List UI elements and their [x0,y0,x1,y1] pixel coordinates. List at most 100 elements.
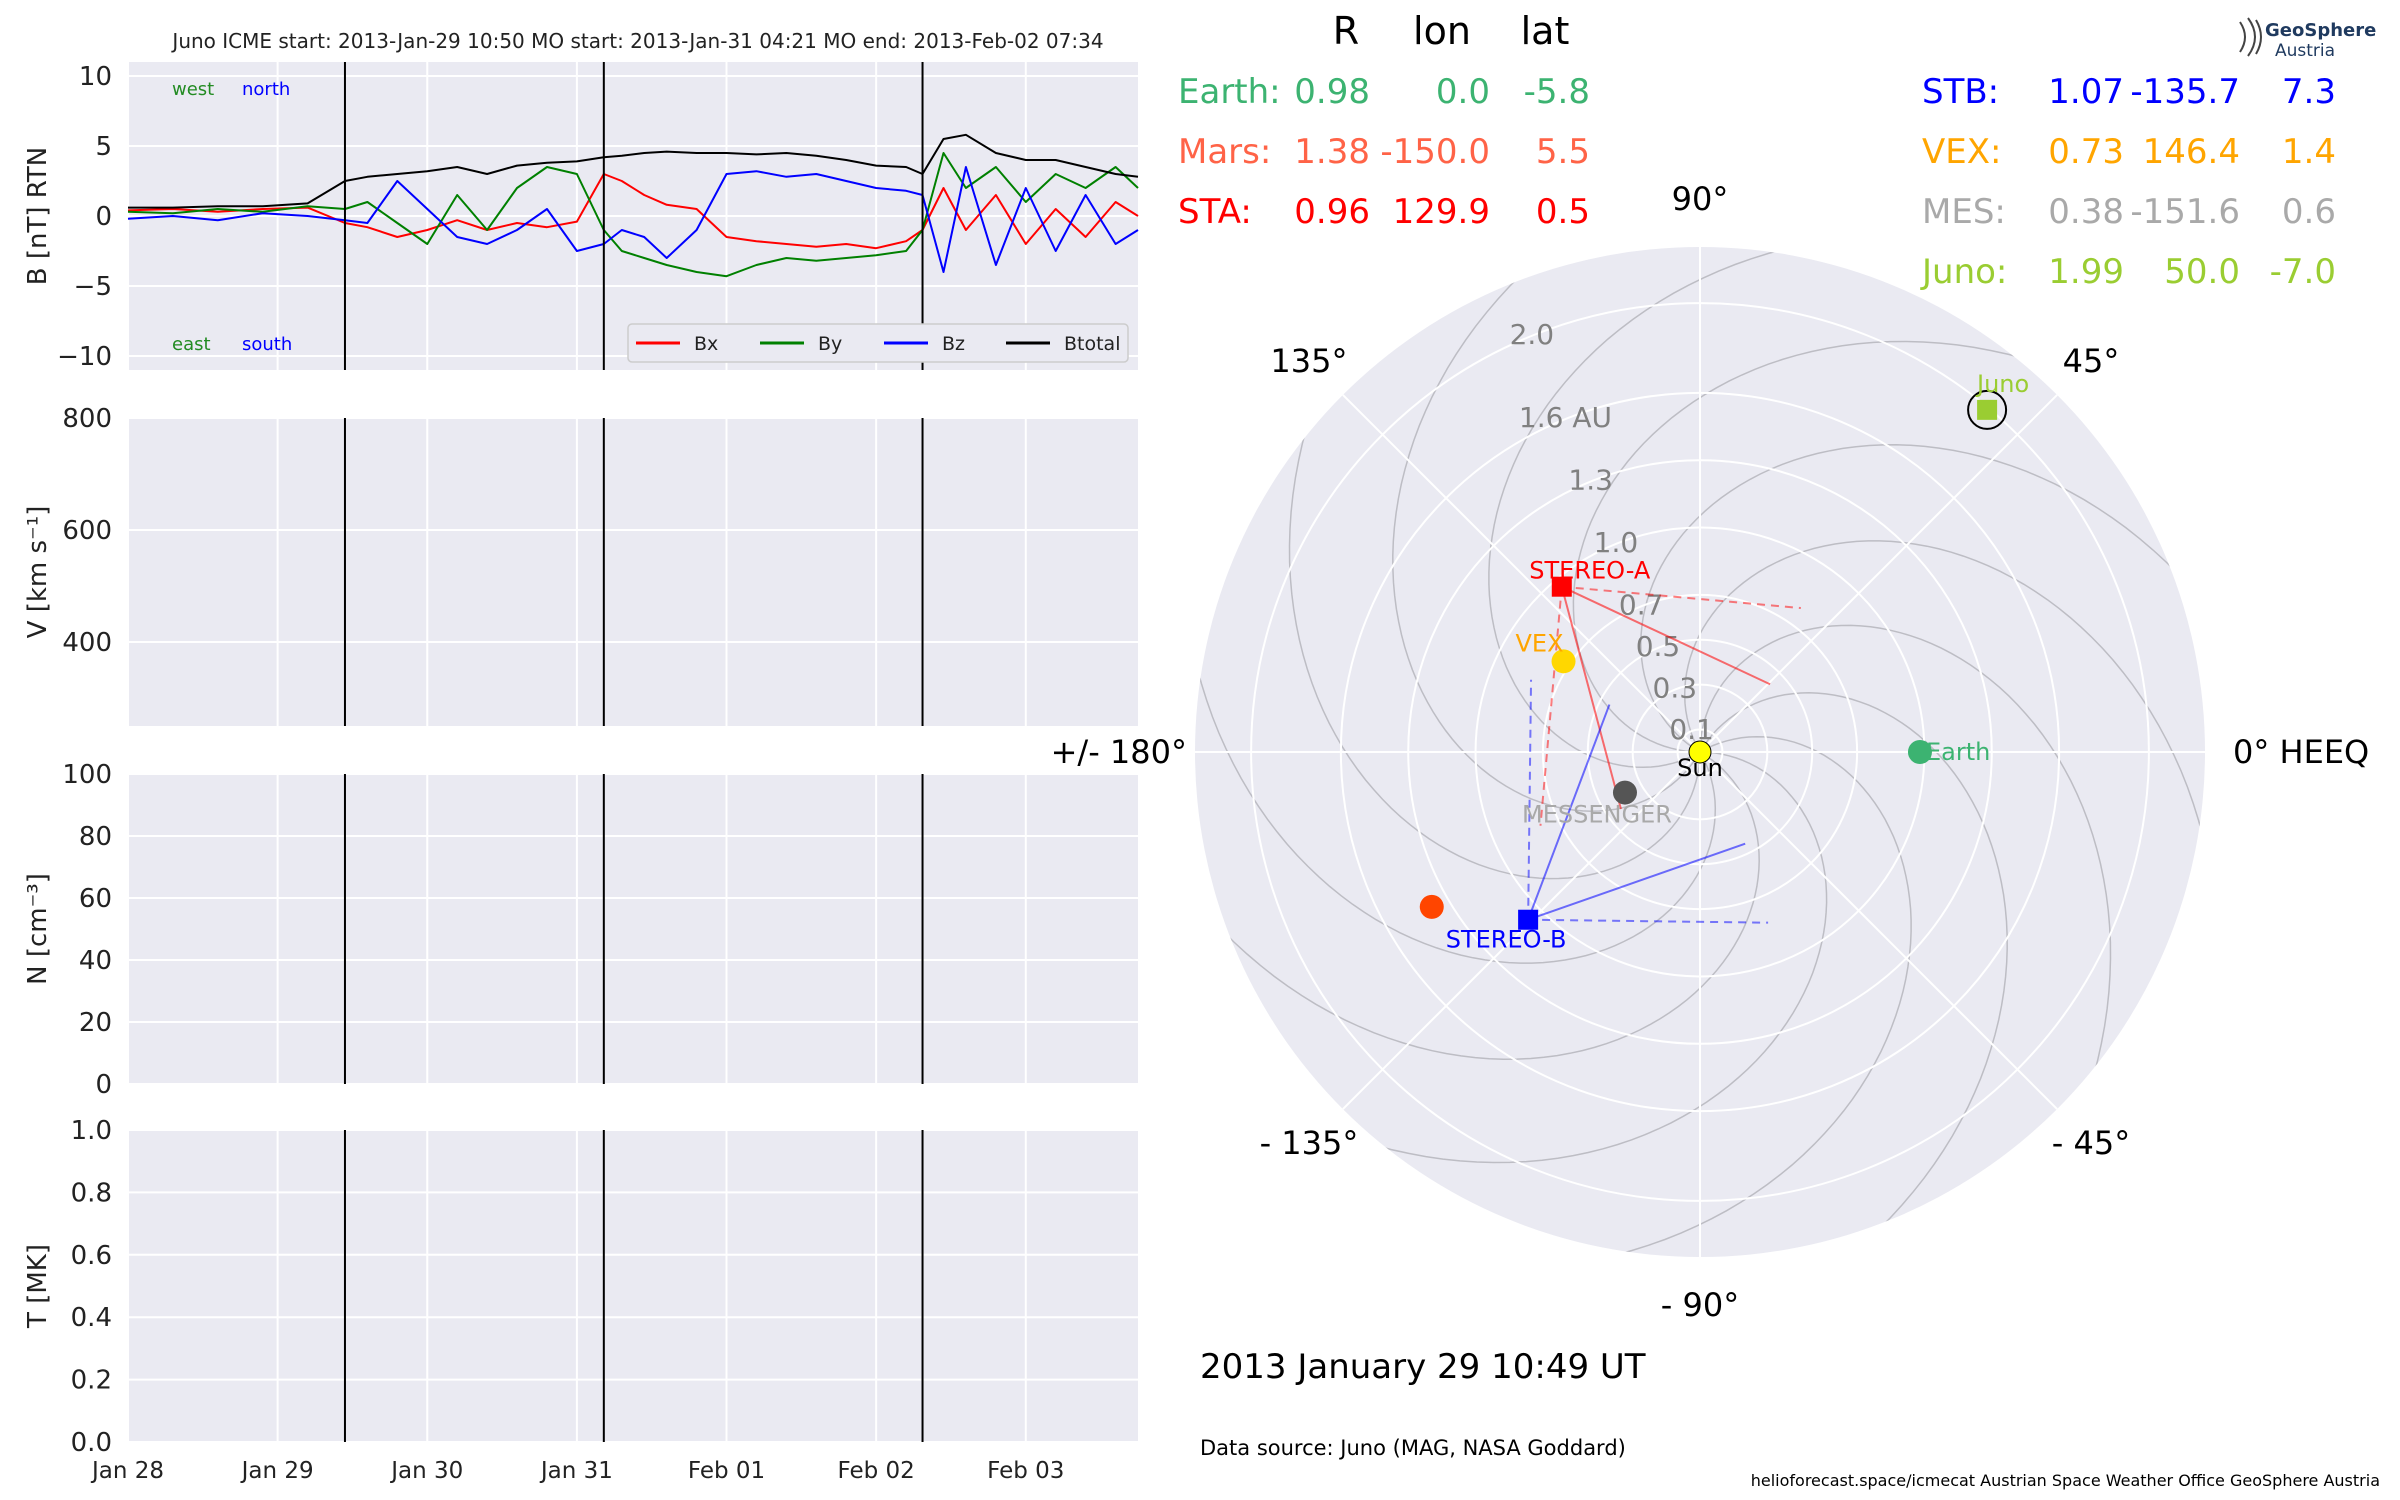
fov-line [1561,585,1771,686]
y-tick-label: 60 [79,884,112,914]
table-row-r: 0.73 [2048,132,2124,172]
polar-plot: 0.10.30.50.71.01.31.6 AU2.00° HEEQ45°90°… [1051,180,2370,1324]
corner-label-south: south [242,334,292,355]
table-row-lat: 0.6 [2282,192,2336,232]
legend-label-Bx: Bx [694,333,718,355]
grid-spoke [1699,751,2058,1110]
table-row-name: Mars: [1178,132,1271,172]
grid-spoke [1342,751,1701,1110]
x-tick-label: Feb 03 [987,1458,1064,1484]
fov-line [1527,704,1611,921]
r-tick-label: 0.5 [1636,630,1681,663]
body-label: VEX [1516,629,1564,657]
y-tick-label: 0 [95,1070,112,1100]
angle-label: 90° [1672,180,1729,218]
table-row-lon: -150.0 [1380,132,1490,172]
panel-background [128,418,1138,726]
table-header-lon: lon [1413,9,1471,53]
body-marker [1551,649,1576,674]
table-row-lon: -135.7 [2130,72,2240,112]
body-label: Juno [1975,370,2029,398]
y-axis-label: T [MK] [23,1244,53,1329]
body-marker [1688,740,1712,764]
body-juno: Juno [1967,370,2029,430]
corner-label-west: west [172,79,214,100]
y-tick-label: 0.6 [71,1241,112,1271]
y-tick-label: 100 [62,760,112,790]
body-highlight-ring [1967,389,2008,430]
series-line-Bz [127,166,1139,273]
table-row-lat: 5.5 [1536,132,1590,172]
table-header-lat: lat [1521,9,1570,53]
y-tick-label: 0.0 [71,1428,112,1458]
series-line-Bx [127,173,1139,250]
fov-dashed-line [1561,585,1801,610]
table-row-lat: 1.4 [2282,132,2336,172]
table-row-name: Juno: [1920,252,2007,292]
panel-background [128,1130,1138,1442]
y-axis-label: B [nT] RTN [23,147,53,286]
table-row-name: Earth: [1178,72,1281,112]
y-axis-label: N [cm⁻³] [23,873,53,985]
corner-label-north: north [242,79,290,100]
table-row-r: 1.99 [2048,252,2124,292]
logo-sub: Austria [2275,41,2335,61]
y-tick-label: 0.4 [71,1303,112,1333]
body-marker [1419,894,1444,919]
angle-label: 0° HEEQ [2233,733,2369,771]
fov-dashed-line [1528,918,1769,924]
x-tick-label: Jan 31 [539,1458,613,1484]
grid-spoke [1699,394,2058,753]
angle-label: - 135° [1260,1124,1359,1162]
body-sun: Sun [1677,740,1723,782]
table-row-lon: 146.4 [2143,132,2240,172]
fov-dashed-line [1539,586,1563,826]
angle-label: 135° [1270,342,1347,380]
body-label: STEREO-B [1446,926,1567,954]
body-marker [1518,909,1539,930]
r-tick-label: 1.6 AU [1519,401,1612,434]
y-tick-label: 0 [95,202,112,232]
fov-line [1527,842,1746,921]
panel-3: 100 80 60 40 20 0 N [cm⁻³] [23,760,1138,1100]
body-marker [1612,780,1637,805]
y-tick-label: 5 [95,132,112,162]
body-label: MESSENGER [1522,801,1672,829]
y-tick-label: 400 [62,628,112,658]
x-tick-label: Feb 01 [688,1458,765,1484]
angle-label: - 90° [1661,1286,1739,1324]
y-tick-label: 0.2 [71,1366,112,1396]
fov-dashed-line [1527,679,1533,920]
legend: Bx By Bz Btotal [627,323,1129,363]
table-header-R: R [1333,9,1359,53]
table-row-lon: 129.9 [1393,192,1490,232]
table-row-lon: 0.0 [1436,72,1490,112]
table-row-lat: 7.3 [2282,72,2336,112]
body-marker [1551,576,1572,597]
logo-icon [2239,17,2262,57]
table-row-r: 0.38 [2048,192,2124,232]
x-tick-label: Jan 28 [90,1458,164,1484]
table-row-name: VEX: [1922,132,2002,172]
table-row-name: STA: [1178,192,1252,232]
table-row-lat: -7.0 [2270,252,2336,292]
table-row-lat: 0.5 [1536,192,1590,232]
y-tick-label: 600 [62,516,112,546]
panel-4: 1.0 0.8 0.6 0.4 0.2 0.0 T [MK] Jan 28 Jan 29 Jan … [23,1116,1138,1484]
legend-box [627,323,1129,363]
y-tick-label: 800 [62,404,112,434]
credit-label: helioforecast.space/icmecat Austrian Spa… [1751,1471,2380,1490]
r-tick-label: 0.3 [1653,672,1698,705]
r-tick-label: 1.0 [1594,526,1639,559]
y-tick-label: 1.0 [71,1116,112,1146]
panel-background [128,774,1138,1084]
table-row-r: 1.38 [1294,132,1370,172]
body-label: Earth [1926,738,1990,766]
fov-line [1560,586,1622,810]
legend-label-Bz: Bz [942,333,965,355]
logo-name: GeoSphere [2265,20,2376,41]
r-tick-label: 1.3 [1568,463,1613,496]
